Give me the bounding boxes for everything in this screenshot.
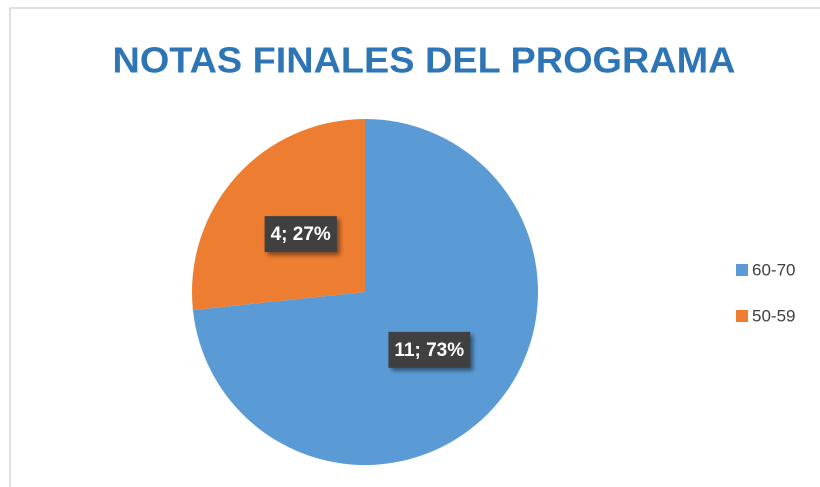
legend-swatch	[736, 310, 748, 322]
data-label-box	[388, 331, 471, 368]
chart-title: NOTAS FINALES DEL PROGRAMA	[113, 40, 736, 81]
data-label-text: 4; 27%	[271, 224, 331, 245]
pie-slice	[192, 119, 539, 466]
legend-swatch	[736, 264, 748, 276]
data-label-box	[264, 216, 337, 253]
data-label: 4; 27%	[264, 216, 337, 253]
data-label: 11; 73%	[388, 331, 471, 368]
legend-label: 60-70	[752, 260, 795, 279]
legend-label: 50-59	[752, 306, 795, 325]
pie-slice	[191, 119, 365, 311]
data-label-text: 11; 73%	[394, 340, 464, 361]
